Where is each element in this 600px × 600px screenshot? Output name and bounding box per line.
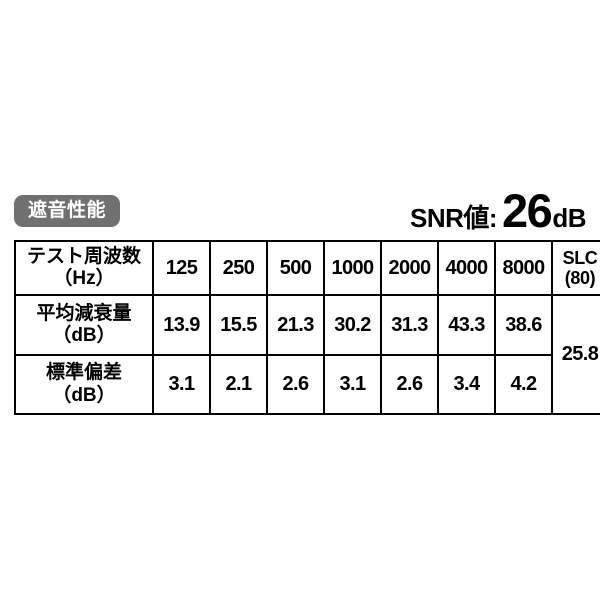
cell-frequency-250: 250 (209, 240, 268, 296)
header-strip: 遮音性能 SNR値: 26 dB (14, 184, 587, 237)
snr-label: SNR値: (409, 203, 498, 233)
cell-sd-4000: 3.4 (437, 354, 496, 415)
table-row-frequency: テスト周波数 （Hz） 125 250 500 1000 2000 4000 8… (14, 240, 600, 296)
row-header-mean-attenuation: 平均減衰量 （dB） (14, 294, 154, 356)
row-header-standard-deviation-main: 標準偏差 (45, 362, 122, 384)
cell-frequency-8000: 8000 (494, 240, 553, 296)
cell-mean-125: 13.9 (152, 294, 211, 356)
section-badge-sound-insulation: 遮音性能 (14, 194, 121, 227)
cell-sd-125: 3.1 (152, 354, 211, 415)
cell-frequency-4000: 4000 (437, 240, 496, 296)
row-header-standard-deviation-unit: （dB） (52, 384, 116, 406)
snr-value: 26 (502, 184, 553, 237)
cell-sd-1000: 3.1 (323, 354, 382, 415)
cell-mean-1000: 30.2 (323, 294, 382, 356)
cell-mean-8000: 38.6 (494, 294, 553, 356)
row-header-mean-attenuation-unit: （dB） (52, 325, 116, 346)
cell-frequency-500: 500 (266, 240, 325, 296)
table-row-mean-attenuation: 平均減衰量 （dB） 13.9 15.5 21.3 30.2 31.3 43.3… (14, 294, 600, 415)
sound-attenuation-table: テスト周波数 （Hz） 125 250 500 1000 2000 4000 8… (14, 240, 600, 415)
column-header-slc: SLC (80) (551, 240, 600, 296)
cell-frequency-2000: 2000 (380, 240, 439, 296)
cell-mean-250: 15.5 (209, 294, 268, 356)
cell-sd-250: 2.1 (209, 354, 268, 415)
cell-slc-value: 25.8 (551, 294, 600, 415)
snr-rating: SNR値: 26 dB (409, 184, 587, 237)
cell-sd-500: 2.6 (266, 354, 325, 415)
cell-mean-500: 21.3 (266, 294, 325, 356)
cell-sd-8000: 4.2 (494, 354, 553, 415)
row-header-frequency-main: テスト周波数 (26, 245, 141, 267)
row-header-standard-deviation: 標準偏差 （dB） (14, 354, 154, 415)
cell-frequency-125: 125 (152, 240, 211, 296)
table-row-standard-deviation: 標準偏差 （dB） 3.1 2.1 2.6 3.1 2.6 3.4 4.2 (14, 354, 600, 415)
cell-mean-4000: 43.3 (437, 294, 496, 356)
column-header-slc-sub: (80) (564, 268, 596, 288)
cell-sd-2000: 2.6 (380, 354, 439, 415)
row-header-frequency: テスト周波数 （Hz） (14, 240, 154, 296)
cell-frequency-1000: 1000 (323, 240, 382, 296)
row-header-frequency-unit: （Hz） (53, 268, 115, 289)
row-header-mean-attenuation-main: 平均減衰量 (36, 302, 132, 324)
snr-unit: dB (552, 203, 586, 233)
column-header-slc-main: SLC (562, 247, 598, 268)
cell-mean-2000: 31.3 (380, 294, 439, 356)
